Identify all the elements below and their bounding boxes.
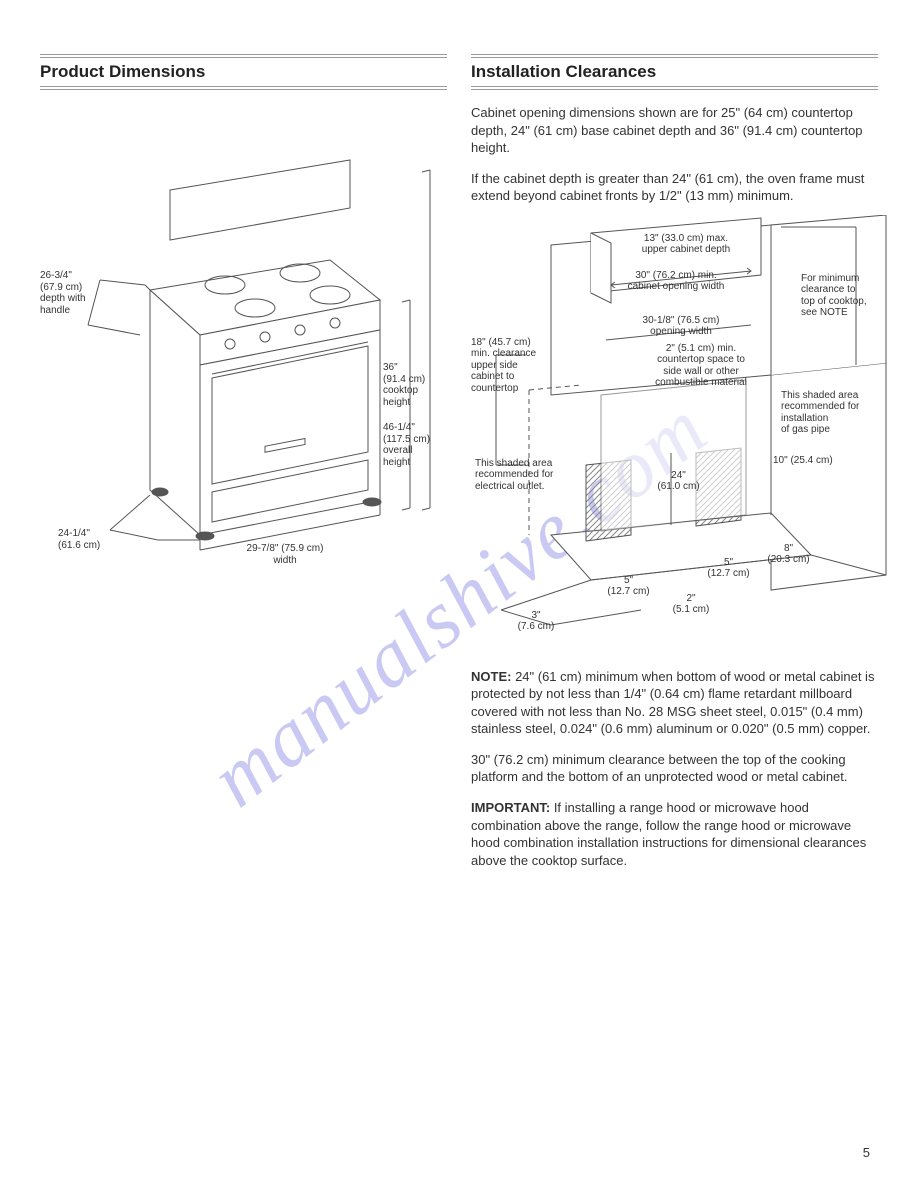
right-column: Installation Clearances Cabinet opening … bbox=[471, 54, 878, 879]
dim-10: 10" (25.4 cm) bbox=[773, 455, 848, 467]
dim-24: 24" (61.0 cm) bbox=[651, 470, 706, 493]
dim-opening-width: 30-1/8" (76.5 cm) opening width bbox=[616, 315, 746, 338]
section-rule bbox=[471, 86, 878, 90]
section-rule bbox=[40, 54, 447, 58]
product-dimensions-title: Product Dimensions bbox=[40, 62, 447, 82]
dim-shaded-elec: This shaded area recommended for electri… bbox=[475, 458, 585, 493]
note-paragraph: NOTE: 24" (61 cm) minimum when bottom of… bbox=[471, 668, 878, 738]
clearance-diagram: 13" (33.0 cm) max. upper cabinet depth 3… bbox=[471, 215, 878, 655]
dim-upper-cabinet-depth: 13" (33.0 cm) max. upper cabinet depth bbox=[621, 233, 751, 256]
dim-3: 3" (7.6 cm) bbox=[511, 610, 561, 633]
important-paragraph: IMPORTANT: If installing a range hood or… bbox=[471, 799, 878, 869]
dim-depth-handle: 26-3/4" (67.9 cm) depth with handle bbox=[40, 270, 110, 316]
note-text: 24" (61 cm) minimum when bottom of wood … bbox=[471, 669, 874, 737]
dim-min-clearance-upper: 18" (45.7 cm) min. clearance upper side … bbox=[471, 337, 561, 395]
dim-depth: 24-1/4" (61.6 cm) bbox=[58, 528, 118, 551]
page-content: Product Dimensions bbox=[0, 0, 918, 899]
page-number: 5 bbox=[863, 1145, 870, 1160]
dim-5a: 5" (12.7 cm) bbox=[601, 575, 656, 598]
dim-cooktop-height: 36" (91.4 cm) cooktop height bbox=[383, 362, 443, 408]
dim-overall-height: 46-1/4" (117.5 cm) overall height bbox=[383, 422, 445, 468]
intro-paragraph-1: Cabinet opening dimensions shown are for… bbox=[471, 104, 878, 157]
section-rule bbox=[40, 86, 447, 90]
range-svg bbox=[40, 130, 440, 560]
important-label: IMPORTANT: bbox=[471, 800, 550, 815]
range-diagram: 26-3/4" (67.9 cm) depth with handle 24-1… bbox=[40, 130, 447, 560]
dim-width: 29-7/8" (75.9 cm) width bbox=[220, 543, 350, 566]
clearance-paragraph: 30" (76.2 cm) minimum clearance between … bbox=[471, 751, 878, 786]
dim-for-min-clearance: For minimum clearance to top of cooktop,… bbox=[801, 273, 896, 319]
note-label: NOTE: bbox=[471, 669, 511, 684]
dim-2: 2" (5.1 cm) bbox=[666, 593, 716, 616]
left-column: Product Dimensions bbox=[40, 54, 447, 879]
section-rule bbox=[471, 54, 878, 58]
dim-shaded-gas: This shaded area recommended for install… bbox=[781, 390, 891, 436]
dim-countertop-space: 2" (5.1 cm) min. countertop space to sid… bbox=[631, 343, 771, 389]
dim-8: 8" (20.3 cm) bbox=[761, 543, 816, 566]
intro-paragraph-2: If the cabinet depth is greater than 24"… bbox=[471, 170, 878, 205]
dim-cabinet-opening-width: 30" (76.2 cm) min. cabinet opening width bbox=[601, 270, 751, 293]
dim-5b: 5" (12.7 cm) bbox=[701, 557, 756, 580]
installation-clearances-title: Installation Clearances bbox=[471, 62, 878, 82]
